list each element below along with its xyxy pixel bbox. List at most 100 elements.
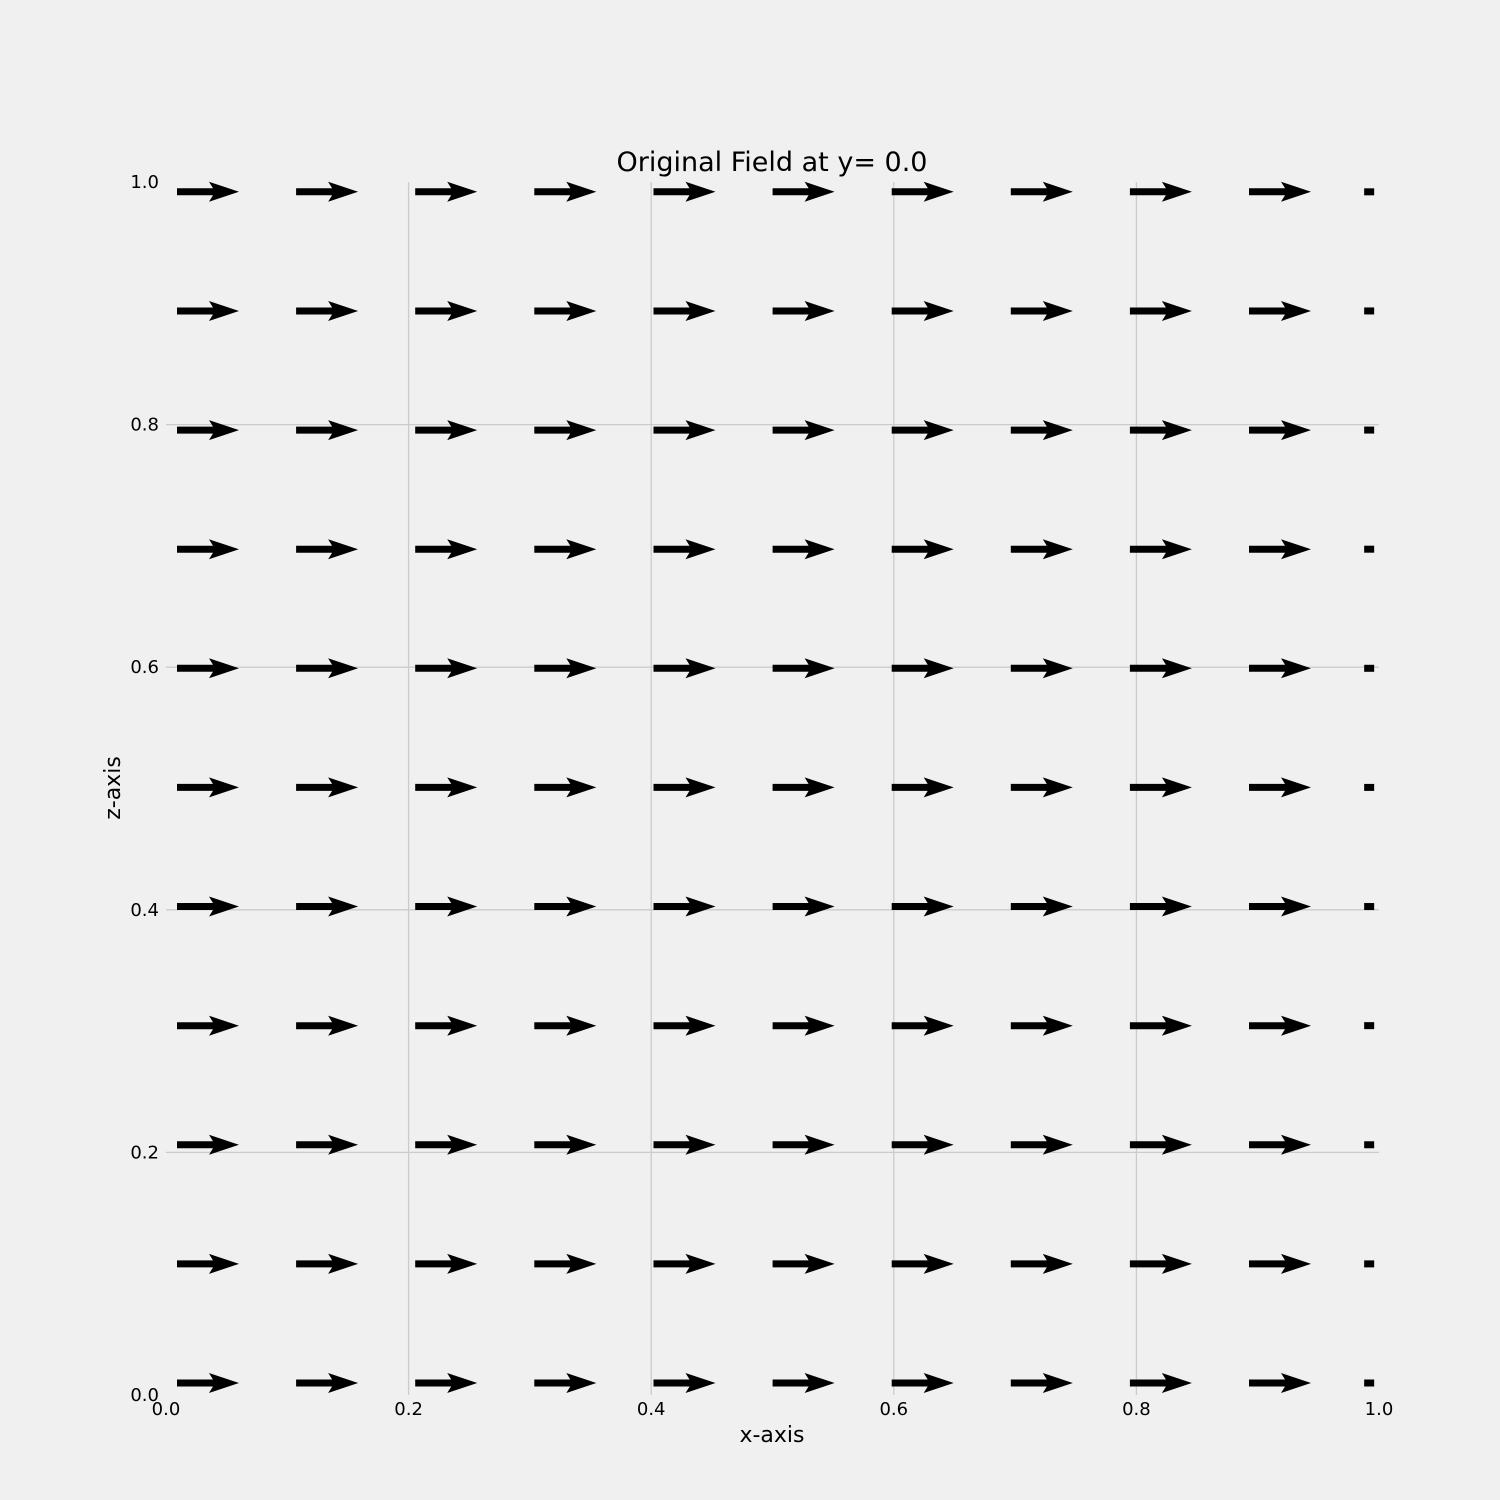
arrow-2-7: [415, 539, 478, 560]
arrow-8-1: [1129, 1253, 1192, 1274]
arrow-1-1: [296, 1253, 359, 1274]
arrow-1-10: [296, 181, 359, 202]
arrow-9-7: [1249, 539, 1311, 560]
arrow-5-7: [772, 539, 835, 560]
arrow-2-1: [415, 1253, 478, 1274]
arrow-0-10: [177, 181, 239, 202]
arrow-7-2: [1010, 1134, 1073, 1155]
arrow-9-8: [1249, 420, 1311, 441]
arrow-2-4: [415, 896, 478, 917]
arrow-2-9: [415, 301, 478, 321]
x-tick-label-0: 0.0: [152, 1399, 181, 1420]
arrow-5-8: [772, 420, 835, 441]
arrow-8-7: [1129, 539, 1192, 560]
arrow-5-3: [772, 1015, 835, 1036]
chart-title: Original Field at y= 0.0: [617, 147, 928, 178]
arrow-5-4: [772, 896, 835, 917]
arrow-4-5: [653, 777, 716, 798]
arrow-0-6: [177, 658, 239, 679]
arrow-1-3: [296, 1015, 359, 1036]
arrow-7-6: [1010, 658, 1073, 679]
arrow-9-0: [1249, 1373, 1311, 1393]
arrow-1-5: [296, 777, 359, 798]
arrow-8-3: [1129, 1015, 1192, 1036]
arrow-10-10: [1364, 188, 1375, 196]
arrow-8-5: [1129, 777, 1192, 798]
arrow-6-9: [891, 301, 954, 321]
arrow-3-9: [534, 301, 597, 321]
arrow-3-10: [534, 181, 597, 202]
arrow-9-5: [1249, 777, 1311, 798]
arrow-2-0: [415, 1373, 478, 1393]
arrow-10-6: [1364, 664, 1375, 672]
arrow-4-3: [653, 1015, 716, 1036]
arrow-10-4: [1364, 903, 1375, 911]
arrow-6-7: [891, 539, 954, 560]
arrow-4-6: [653, 658, 716, 679]
arrow-3-8: [534, 420, 597, 441]
arrow-6-8: [891, 420, 954, 441]
arrow-8-10: [1129, 181, 1192, 202]
tick-labels: 0.0 0.2 0.4 0.6 0.8 1.0 0.0 0.2 0.4 0.6 0.8 1.0: [130, 172, 1393, 1420]
arrow-10-3: [1364, 1022, 1375, 1030]
arrow-2-8: [415, 420, 478, 441]
arrow-1-2: [296, 1134, 359, 1155]
arrow-7-5: [1010, 777, 1073, 798]
arrow-4-10: [653, 181, 716, 202]
arrow-10-8: [1364, 426, 1375, 434]
arrow-4-7: [653, 539, 716, 560]
arrow-9-6: [1249, 658, 1311, 679]
arrow-6-1: [891, 1253, 954, 1274]
arrow-10-9: [1364, 307, 1375, 315]
arrow-0-2: [177, 1134, 239, 1155]
y-axis-label: z-axis: [101, 756, 126, 820]
arrow-10-7: [1364, 545, 1375, 553]
arrow-10-1: [1364, 1260, 1375, 1268]
arrow-5-9: [772, 301, 835, 321]
arrow-8-9: [1129, 301, 1192, 321]
arrow-6-3: [891, 1015, 954, 1036]
arrow-7-3: [1010, 1015, 1073, 1036]
arrow-6-6: [891, 658, 954, 679]
arrow-5-5: [772, 777, 835, 798]
x-tick-label-4: 0.8: [1122, 1399, 1151, 1420]
arrow-10-2: [1364, 1141, 1375, 1149]
arrow-7-9: [1010, 301, 1073, 321]
arrow-8-2: [1129, 1134, 1192, 1155]
arrow-8-4: [1129, 896, 1192, 917]
arrow-9-9: [1249, 301, 1311, 321]
arrow-0-3: [177, 1015, 239, 1036]
arrow-2-6: [415, 658, 478, 679]
y-tick-label-4: 0.8: [130, 415, 159, 436]
arrow-1-0: [296, 1373, 359, 1393]
arrow-3-0: [534, 1373, 597, 1393]
arrow-8-6: [1129, 658, 1192, 679]
arrow-5-2: [772, 1134, 835, 1155]
x-tick-label-1: 0.2: [394, 1399, 423, 1420]
arrow-5-1: [772, 1253, 835, 1274]
arrow-0-9: [177, 301, 239, 321]
arrow-9-10: [1249, 181, 1311, 202]
arrow-9-3: [1249, 1015, 1311, 1036]
x-tick-label-3: 0.6: [879, 1399, 908, 1420]
arrow-2-10: [415, 181, 478, 202]
arrow-2-2: [415, 1134, 478, 1155]
arrow-6-10: [891, 181, 954, 202]
arrow-8-0: [1129, 1373, 1192, 1393]
arrow-2-5: [415, 777, 478, 798]
arrow-7-10: [1010, 181, 1073, 202]
arrow-0-0: [177, 1373, 239, 1393]
arrow-4-4: [653, 896, 716, 917]
arrow-3-5: [534, 777, 597, 798]
arrow-0-4: [177, 896, 239, 917]
y-tick-label-5: 1.0: [130, 172, 159, 193]
arrow-8-8: [1129, 420, 1192, 441]
arrow-0-7: [177, 539, 239, 560]
arrow-field: [177, 181, 1375, 1393]
y-tick-label-3: 0.6: [130, 657, 159, 678]
arrow-9-1: [1249, 1253, 1311, 1274]
x-tick-label-5: 1.0: [1365, 1399, 1394, 1420]
arrow-6-2: [891, 1134, 954, 1155]
arrow-6-4: [891, 896, 954, 917]
y-tick-label-1: 0.2: [130, 1142, 159, 1163]
